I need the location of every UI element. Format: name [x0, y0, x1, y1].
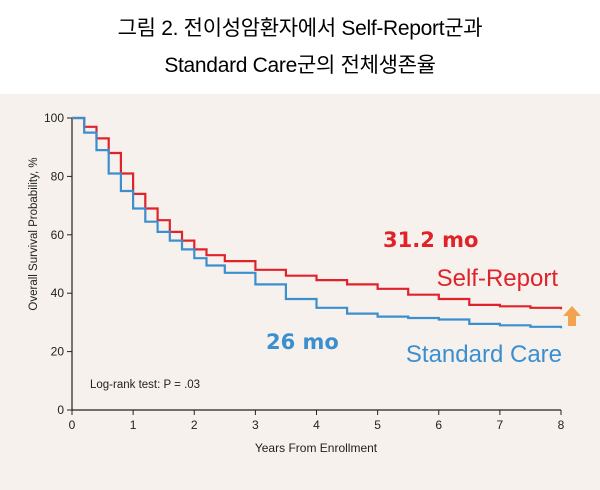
figure-title-line2: Standard Care군의 전체생존율 — [164, 54, 436, 77]
y-tick-label: 80 — [51, 169, 65, 183]
y-tick-label: 40 — [51, 286, 65, 300]
x-axis-label: Years From Enrollment — [255, 441, 378, 455]
y-tick-label: 20 — [51, 345, 65, 359]
x-tick-label: 5 — [374, 418, 381, 432]
up-arrow-icon — [563, 306, 581, 326]
x-tick-label: 8 — [558, 418, 565, 432]
x-tick-label: 2 — [191, 418, 198, 432]
figure-title-line1: 그림 2. 전이성암환자에서 Self-Report군과 — [117, 17, 483, 40]
x-tick-label: 0 — [69, 418, 76, 432]
x-tick-label: 3 — [252, 418, 259, 432]
x-tick-label: 4 — [313, 418, 320, 432]
standard-care-series-label: Standard Care — [406, 341, 562, 368]
self-report-median-label: 31.2 mo — [383, 228, 478, 252]
standard-median-label: 26 mo — [266, 330, 339, 354]
x-tick-label: 1 — [130, 418, 137, 432]
standard-care-survival-curve — [72, 116, 563, 329]
x-tick-label: 7 — [497, 418, 504, 432]
y-tick-label: 0 — [57, 403, 64, 417]
chart-panel: 0 1 2 3 4 5 6 7 8 0 20 40 60 80 100 Overall Survival P… — [0, 94, 600, 490]
x-tick-label: 6 — [435, 418, 442, 432]
y-axis-label: Overall Survival Probability, % — [28, 157, 40, 310]
y-tick-label: 100 — [44, 111, 64, 125]
logrank-annotation: Log-rank test: P = .03 — [90, 379, 200, 391]
self-report-series-label: Self-Report — [437, 265, 559, 292]
self-report-survival-curve — [72, 116, 563, 310]
y-tick-label: 60 — [51, 228, 65, 242]
